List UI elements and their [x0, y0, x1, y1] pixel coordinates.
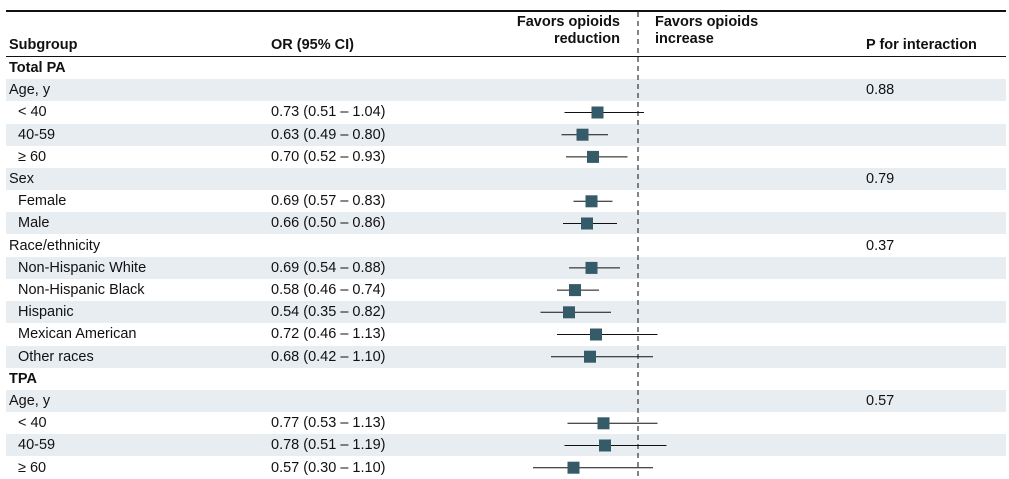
table-row: 40-59 0.78 (0.51 – 1.19) — [6, 434, 1006, 457]
header-favors-reduction-line2: reduction — [553, 31, 620, 47]
header-rule — [6, 56, 1006, 57]
table-row: Male 0.66 (0.50 – 0.86) — [6, 212, 1006, 235]
table-row: Other races 0.68 (0.42 – 1.10) — [6, 345, 1006, 368]
row-or-ci: 0.70 (0.52 – 0.93) — [271, 148, 386, 165]
row-or-ci: 0.72 (0.46 – 1.13) — [271, 326, 386, 343]
row-or-ci: 0.73 (0.51 – 1.04) — [271, 104, 386, 121]
table-row: < 40 0.77 (0.53 – 1.13) — [6, 412, 1006, 434]
row-subgroup-label: 40-59 — [18, 437, 56, 454]
row-subgroup-label: Age, y — [9, 393, 51, 409]
row-subgroup-label: Non-Hispanic White — [18, 259, 147, 276]
header-favors-increase-line2: increase — [655, 31, 714, 47]
table-row: Non-Hispanic White 0.69 (0.54 – 0.88) — [6, 256, 1006, 279]
row-or-ci: 0.69 (0.54 – 0.88) — [271, 259, 386, 276]
header-p-interaction: P for interaction — [866, 37, 977, 53]
row-or-ci: 0.63 (0.49 – 0.80) — [271, 126, 386, 143]
table-row: Race/ethnicity 0.37 — [6, 235, 1006, 257]
row-or-ci: 0.78 (0.51 – 1.19) — [271, 437, 386, 454]
row-subgroup-label: Other races — [18, 348, 94, 365]
row-or-ci: 0.58 (0.46 – 0.74) — [271, 282, 386, 298]
row-subgroup-label: Age, y — [9, 82, 51, 99]
row-p-interaction: 0.37 — [866, 237, 895, 254]
row-subgroup-label: ≥ 60 — [18, 459, 47, 476]
row-or-ci: 0.77 (0.53 – 1.13) — [271, 415, 386, 432]
table-row: < 40 0.73 (0.51 – 1.04) — [6, 101, 1006, 123]
table-row: TPA — [6, 368, 1006, 390]
header-favors-reduction-line1: Favors opioids — [516, 14, 620, 30]
row-or-ci: 0.57 (0.30 – 1.10) — [271, 459, 386, 476]
row-subgroup-label: Male — [18, 215, 50, 232]
header-subgroup: Subgroup — [9, 37, 78, 53]
table-row: Mexican American 0.72 (0.46 – 1.13) — [6, 323, 1006, 345]
row-subgroup-label: TPA — [9, 370, 37, 387]
table-row: Non-Hispanic Black 0.58 (0.46 – 0.74) — [6, 279, 1006, 301]
row-subgroup-label: Hispanic — [18, 304, 74, 321]
row-p-interaction: 0.79 — [866, 171, 895, 187]
header-favors-increase-line1: Favors opioids — [655, 14, 759, 30]
table-top-rule — [6, 10, 1006, 12]
table-row: Age, y 0.88 — [6, 79, 1006, 102]
row-subgroup-label: Total PA — [9, 60, 66, 76]
row-subgroup-label: Race/ethnicity — [9, 237, 101, 254]
table-row: ≥ 60 0.70 (0.52 – 0.93) — [6, 146, 1006, 168]
table-row: Female 0.69 (0.57 – 0.83) — [6, 190, 1006, 212]
header-or-ci: OR (95% CI) — [271, 37, 354, 53]
table-row: Total PA — [6, 57, 1006, 79]
row-or-ci: 0.69 (0.57 – 0.83) — [271, 193, 386, 210]
header-favors-increase: Favors opioids increase — [655, 14, 815, 48]
row-subgroup-label: < 40 — [18, 415, 47, 432]
row-or-ci: 0.54 (0.35 – 0.82) — [271, 304, 386, 321]
header-favors-reduction: Favors opioids reduction — [500, 14, 620, 48]
row-subgroup-label: ≥ 60 — [18, 148, 47, 165]
row-subgroup-label: 40-59 — [18, 126, 56, 143]
table-row: Sex 0.79 — [6, 168, 1006, 190]
row-subgroup-label: Non-Hispanic Black — [18, 282, 145, 298]
table-row: Hispanic 0.54 (0.35 – 0.82) — [6, 301, 1006, 324]
table-row: Age, y 0.57 — [6, 390, 1006, 412]
row-p-interaction: 0.88 — [866, 82, 895, 99]
row-or-ci: 0.68 (0.42 – 1.10) — [271, 348, 386, 365]
row-subgroup-label: Sex — [9, 171, 34, 187]
row-subgroup-label: Mexican American — [18, 326, 137, 343]
row-subgroup-label: Female — [18, 193, 67, 210]
table-row: 40-59 0.63 (0.49 – 0.80) — [6, 123, 1006, 146]
row-or-ci: 0.66 (0.50 – 0.86) — [271, 215, 386, 232]
row-p-interaction: 0.57 — [866, 393, 895, 409]
table-row: ≥ 60 0.57 (0.30 – 1.10) — [6, 457, 1006, 479]
row-subgroup-label: < 40 — [18, 104, 47, 121]
